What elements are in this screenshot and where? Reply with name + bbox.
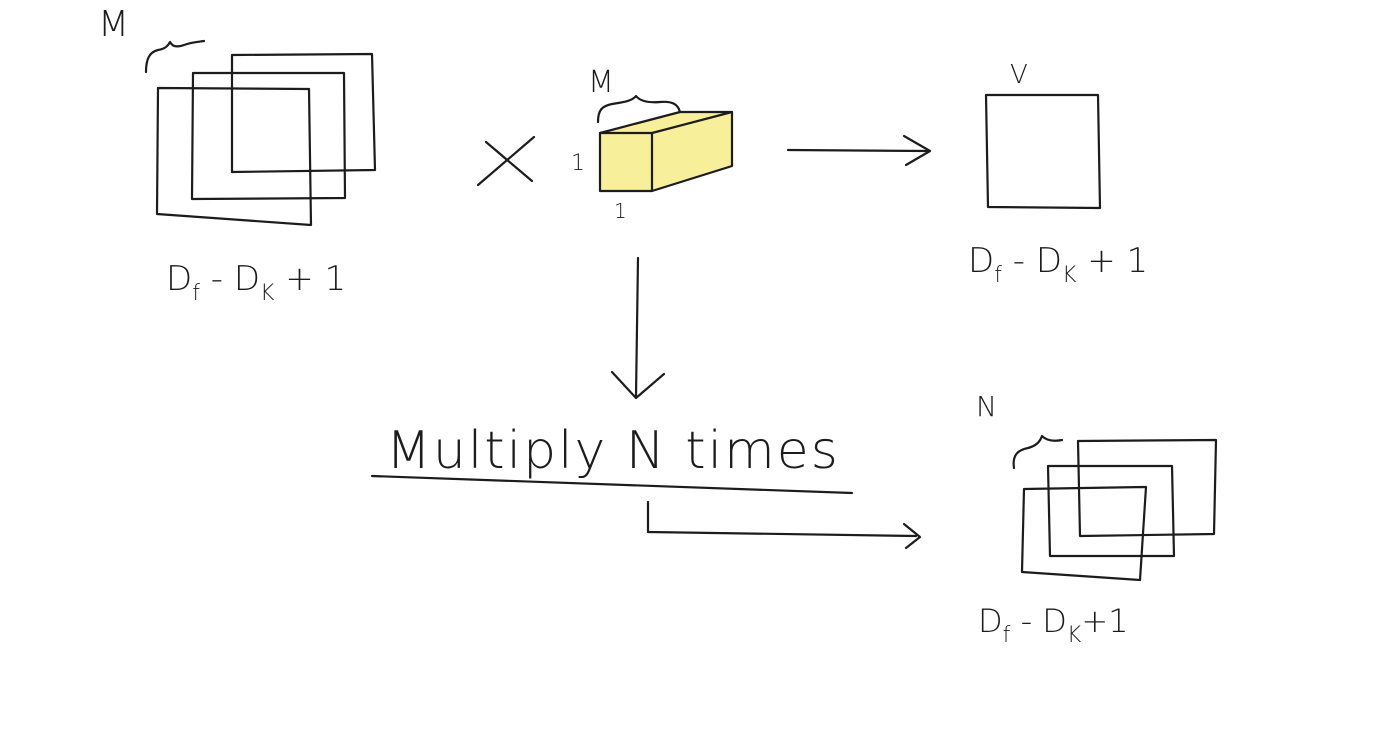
filter-top-face [600, 112, 732, 133]
input-channel-back [230, 52, 377, 174]
multiply-stroke-a [484, 140, 534, 183]
down-arrow-head [610, 370, 666, 400]
input-depth-label: M [98, 4, 129, 45]
output-channel-middle [1046, 464, 1176, 558]
repeat-note-text: Multiply N times [386, 421, 840, 481]
output-channel-back [1076, 438, 1218, 538]
filter-depth-brace [596, 94, 682, 124]
output-volume [1020, 438, 1218, 582]
output-depth-brace [1012, 434, 1064, 470]
elbow-arrow-shaft [646, 500, 918, 538]
down-arrow-shaft [634, 256, 640, 398]
input-channel-middle [190, 71, 347, 201]
elbow-arrow-to-output [646, 500, 922, 550]
output-size-label: Df - DK+1 [978, 602, 1129, 648]
single-output-top-label: V [1010, 60, 1028, 90]
output-channel-front [1020, 485, 1148, 582]
input-channel-front [155, 86, 313, 227]
multiply-sign [476, 135, 536, 187]
down-arrow [610, 256, 666, 400]
input-depth-brace [144, 39, 206, 74]
single-output-size-label: Df - DK + 1 [968, 241, 1148, 288]
filter-side-outline [650, 110, 734, 193]
output-depth-label: N [976, 390, 997, 423]
filter-side-label: 1 [571, 151, 585, 176]
repeat-note-underline [370, 474, 854, 495]
filter-bottom-label: 1 [614, 199, 627, 223]
filter-front-face [600, 133, 652, 191]
input-volume [155, 52, 377, 227]
arrow-head [902, 134, 932, 167]
elbow-arrow-head [902, 522, 922, 550]
filter-depth-label: M [588, 65, 614, 100]
filter-prism [598, 110, 734, 193]
arrow-to-single-output [786, 134, 932, 167]
input-size-label: Df - DK + 1 [166, 259, 346, 306]
arrow-shaft [786, 148, 930, 153]
filter-top-outline [598, 110, 734, 135]
multiply-stroke-b [476, 135, 536, 187]
single-output-map [984, 93, 1102, 210]
